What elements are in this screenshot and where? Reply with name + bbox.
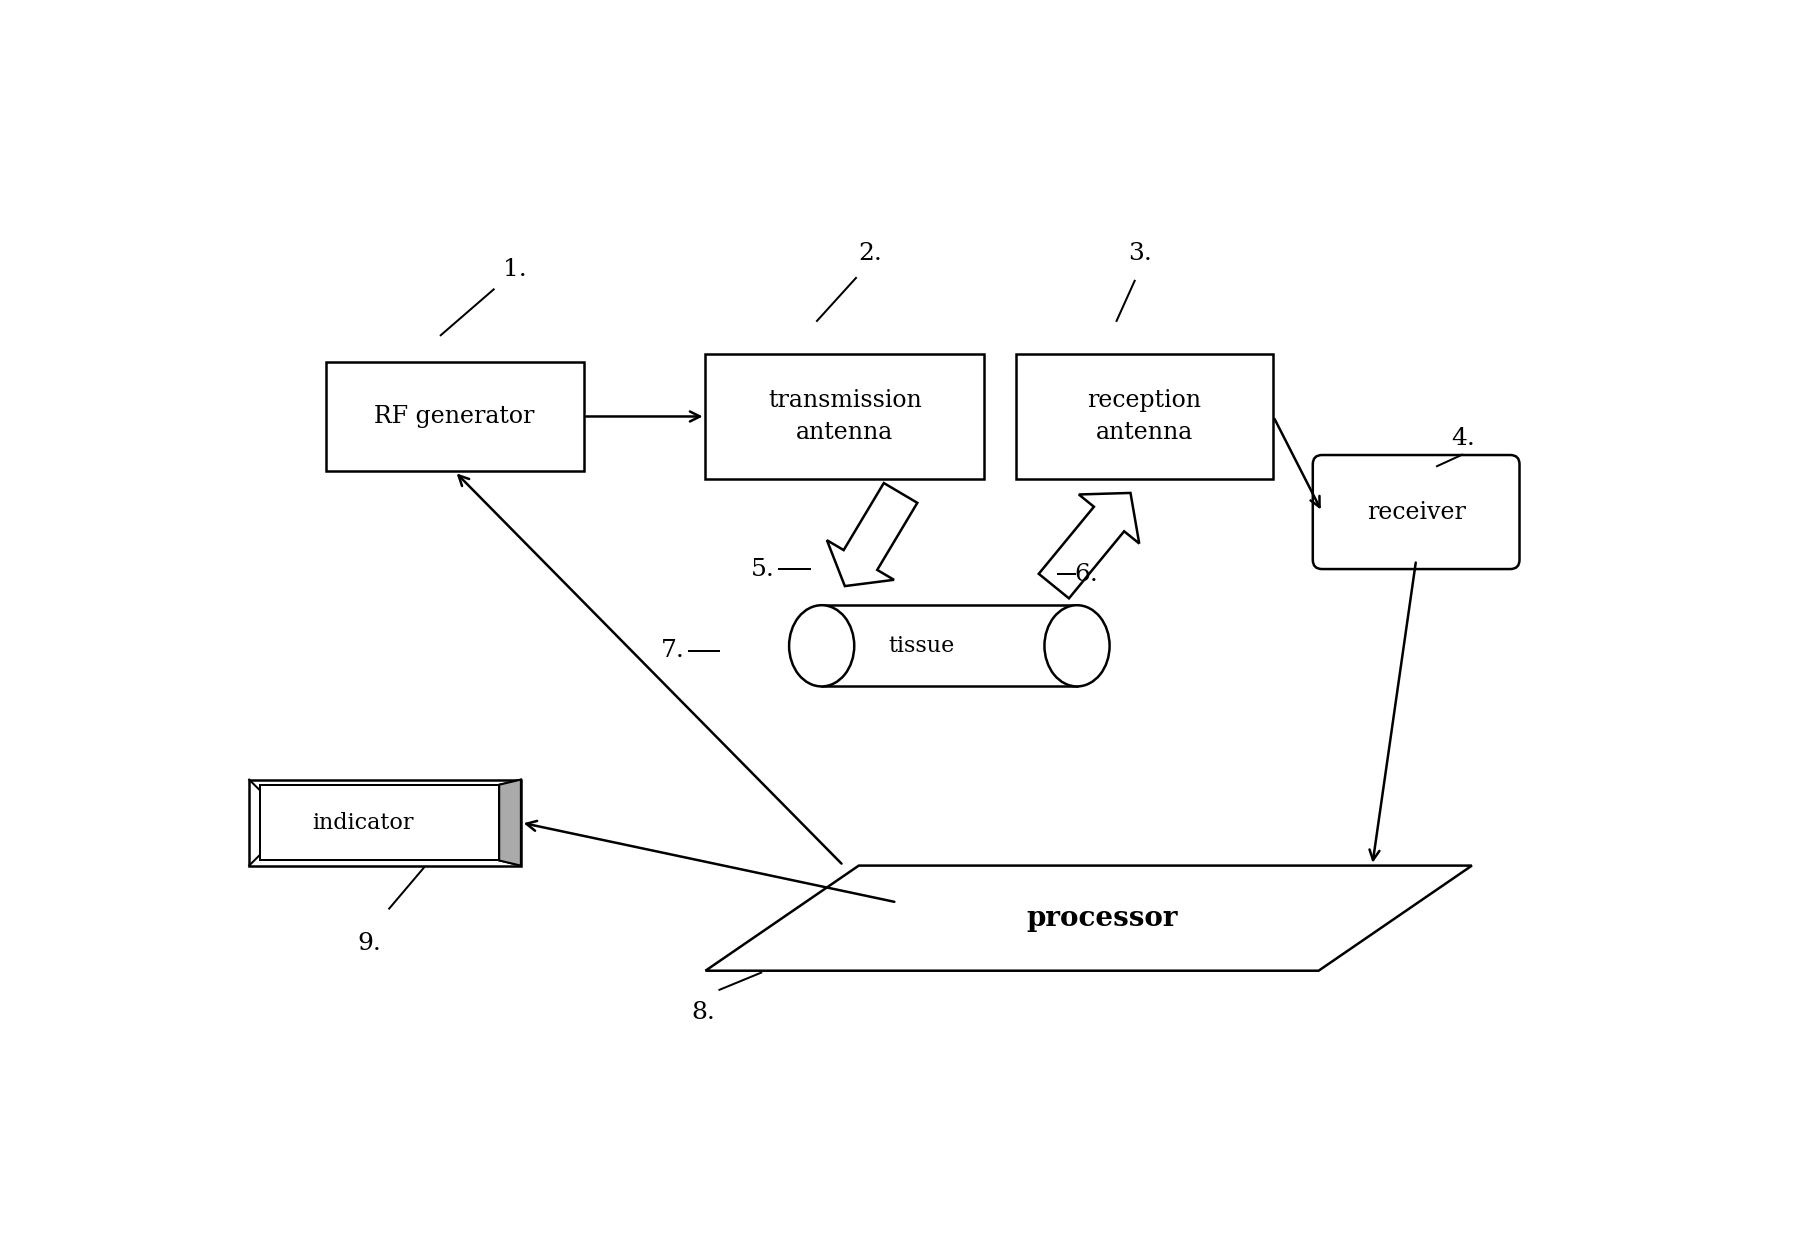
Polygon shape <box>827 483 917 586</box>
Polygon shape <box>1039 493 1140 598</box>
Text: 6.: 6. <box>1075 562 1099 586</box>
FancyBboxPatch shape <box>705 355 984 479</box>
Text: 3.: 3. <box>1127 242 1151 266</box>
Text: indicator: indicator <box>313 812 414 834</box>
Text: tissue: tissue <box>888 635 955 656</box>
Text: 8.: 8. <box>692 1001 716 1024</box>
FancyBboxPatch shape <box>250 779 521 866</box>
Polygon shape <box>705 866 1473 970</box>
FancyBboxPatch shape <box>325 361 584 472</box>
Text: reception
antenna: reception antenna <box>1088 388 1201 444</box>
Text: 2.: 2. <box>859 242 883 266</box>
Text: 5.: 5. <box>752 558 775 581</box>
Text: processor: processor <box>1027 905 1178 932</box>
Text: 4.: 4. <box>1451 427 1474 450</box>
Text: 7.: 7. <box>660 639 685 663</box>
FancyBboxPatch shape <box>1016 355 1273 479</box>
Text: transmission
antenna: transmission antenna <box>768 388 922 444</box>
Polygon shape <box>500 779 521 866</box>
Ellipse shape <box>1045 606 1109 686</box>
Ellipse shape <box>789 606 854 686</box>
Text: 1.: 1. <box>503 258 527 280</box>
Text: 9.: 9. <box>358 932 381 956</box>
FancyBboxPatch shape <box>1313 455 1519 570</box>
Text: receiver: receiver <box>1366 500 1465 524</box>
Bar <box>822 606 1077 686</box>
FancyBboxPatch shape <box>259 784 500 860</box>
Text: RF generator: RF generator <box>374 405 534 428</box>
